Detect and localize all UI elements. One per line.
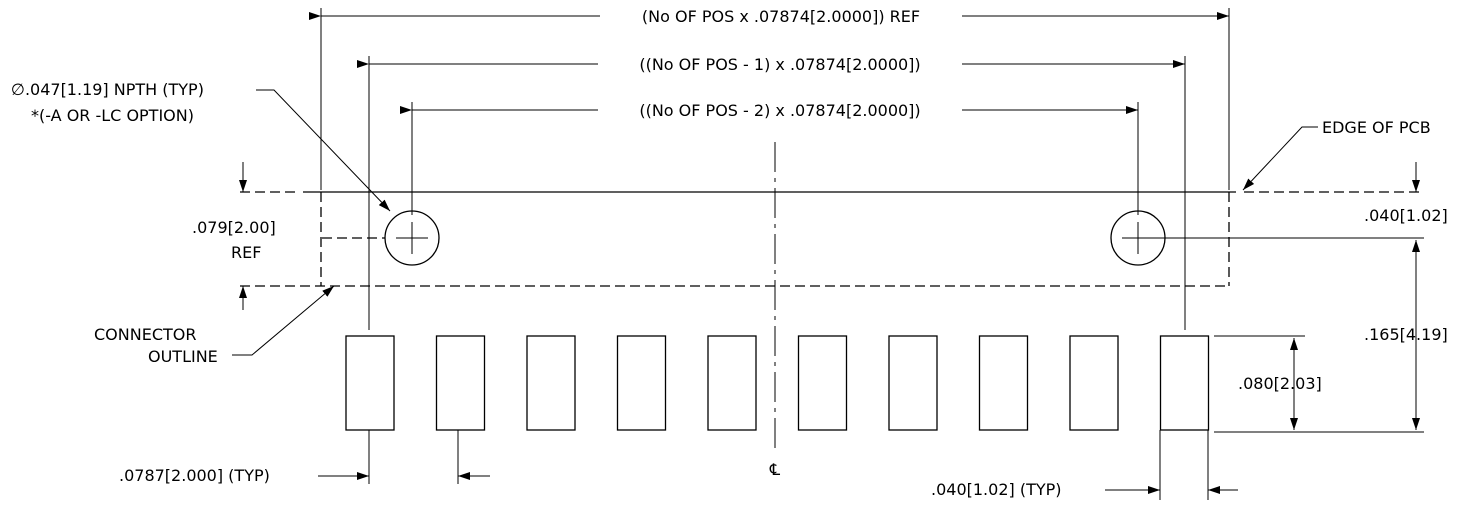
outer-hole-span-dimension: ((No OF POS - 1) x .07874[2.0000]): [357, 55, 1186, 330]
pad-8: [978, 335, 1029, 431]
connector-outline-line2: OUTLINE: [148, 347, 218, 366]
pad-1: [345, 335, 395, 431]
pitch-label: .0787[2.000] (TYP): [119, 466, 270, 485]
edge-of-pcb-callout: EDGE OF PCB: [1242, 118, 1431, 191]
hole-callout-line1: ∅.047[1.19] NPTH (TYP): [11, 80, 204, 99]
pad-6: [797, 335, 848, 431]
inner-hole-span-label: ((No OF POS - 2) x .07874[2.0000]): [639, 101, 920, 120]
npth-hole-right: [1110, 210, 1166, 266]
pad-width-dimension: .040[1.02] (TYP): [931, 430, 1238, 500]
npth-hole-left: [384, 210, 440, 266]
edge-to-pad-label: .165[4.19]: [1364, 325, 1448, 344]
pad-2: [435, 335, 486, 431]
pad-3: [526, 335, 576, 431]
hole-offset-dimension: .040[1.02]: [1364, 162, 1448, 225]
pad-4: [616, 335, 667, 431]
pad-7: [888, 335, 938, 431]
connector-width-ref: REF: [231, 243, 261, 262]
connector-width-dimension: .079[2.00] REF: [192, 162, 276, 310]
connector-width-label: .079[2.00]: [192, 218, 276, 237]
hole-offset-label: .040[1.02]: [1364, 206, 1448, 225]
pad-length-label: .080[2.03]: [1238, 374, 1322, 393]
hole-callout: ∅.047[1.19] NPTH (TYP) *(-A OR -LC OPTIO…: [11, 80, 391, 212]
pad-length-dimension: .080[2.03]: [1214, 335, 1322, 430]
pad-5: [707, 335, 757, 431]
pitch-dimension: .0787[2.000] (TYP): [119, 430, 490, 485]
pad-10: [1159, 335, 1210, 431]
edge-of-pcb-label: EDGE OF PCB: [1322, 118, 1431, 137]
edge-to-pad-dimension: .165[4.19]: [1214, 240, 1448, 433]
outer-hole-span-label: ((No OF POS - 1) x .07874[2.0000]): [639, 55, 920, 74]
pad-width-label: .040[1.02] (TYP): [931, 480, 1062, 499]
inner-hole-span-dimension: ((No OF POS - 2) x .07874[2.0000]): [400, 101, 1139, 215]
centerline-symbol: ℄: [769, 460, 781, 479]
centerline: ℄: [769, 142, 781, 479]
overall-length-label: (No OF POS x .07874[2.0000]) REF: [642, 7, 920, 26]
overall-length-dimension: (No OF POS x .07874[2.0000]) REF: [309, 7, 1230, 190]
connector-outline-line1: CONNECTOR: [94, 325, 196, 344]
pads: [345, 335, 1210, 431]
connector-outline-callout: CONNECTOR OUTLINE: [94, 285, 335, 366]
pad-9: [1069, 335, 1119, 431]
connector-outline: [240, 192, 1230, 287]
hole-callout-line2: *(-A OR -LC OPTION): [31, 106, 194, 125]
